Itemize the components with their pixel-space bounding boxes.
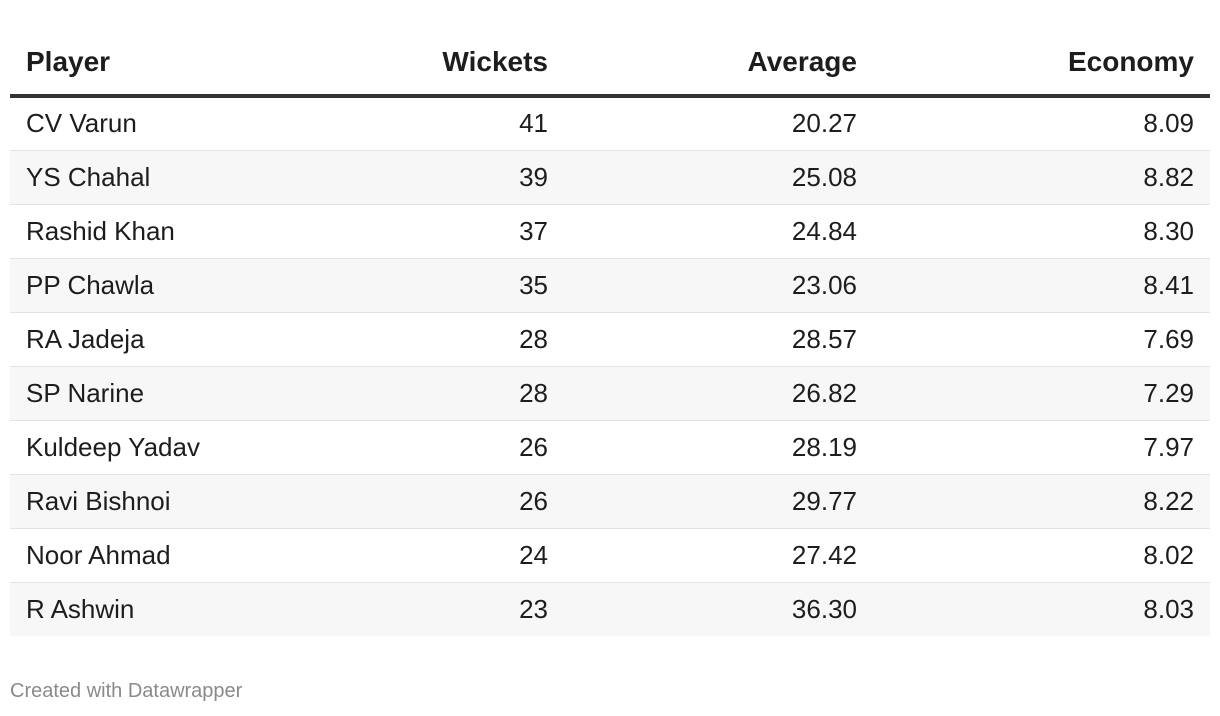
column-header-wickets[interactable]: Wickets [380,30,564,98]
datawrapper-credit: Created with Datawrapper [10,680,243,702]
table-row: CV Varun 41 20.27 8.09 [10,96,1210,151]
cell-player: Noor Ahmad [10,528,380,583]
cell-economy: 8.22 [873,474,1210,529]
cell-average: 28.57 [564,312,873,367]
table-row: YS Chahal 39 25.08 8.82 [10,150,1210,205]
cell-player: Ravi Bishnoi [10,474,380,529]
cell-average: 29.77 [564,474,873,529]
cell-average: 36.30 [564,582,873,636]
cell-player: PP Chawla [10,258,380,313]
cell-average: 20.27 [564,96,873,151]
cell-wickets: 26 [380,474,564,529]
cell-wickets: 35 [380,258,564,313]
table-row: Noor Ahmad 24 27.42 8.02 [10,528,1210,583]
cell-wickets: 41 [380,96,564,151]
header-row: Player Wickets Average Economy [10,30,1210,98]
cell-average: 28.19 [564,420,873,475]
cell-average: 27.42 [564,528,873,583]
cell-wickets: 24 [380,528,564,583]
cell-player: Rashid Khan [10,204,380,259]
table-row: RA Jadeja 28 28.57 7.69 [10,312,1210,367]
cell-economy: 7.69 [873,312,1210,367]
cell-player: YS Chahal [10,150,380,205]
cell-wickets: 26 [380,420,564,475]
cell-average: 25.08 [564,150,873,205]
cell-economy: 8.82 [873,150,1210,205]
cell-player: R Ashwin [10,582,380,636]
cell-average: 26.82 [564,366,873,421]
cell-player: SP Narine [10,366,380,421]
cell-wickets: 28 [380,312,564,367]
cell-economy: 8.09 [873,96,1210,151]
cell-player: CV Varun [10,96,380,151]
cell-economy: 8.41 [873,258,1210,313]
cell-wickets: 39 [380,150,564,205]
cell-economy: 7.29 [873,366,1210,421]
cell-wickets: 28 [380,366,564,421]
column-header-average[interactable]: Average [564,30,873,98]
cell-player: RA Jadeja [10,312,380,367]
table-row: Kuldeep Yadav 26 28.19 7.97 [10,420,1210,475]
cell-economy: 8.03 [873,582,1210,636]
cell-average: 23.06 [564,258,873,313]
table-header: Player Wickets Average Economy [10,30,1210,98]
stats-table-container: Player Wickets Average Economy CV Varun 4… [10,30,1210,636]
column-header-player[interactable]: Player [10,30,380,98]
table-row: Rashid Khan 37 24.84 8.30 [10,204,1210,259]
cell-wickets: 23 [380,582,564,636]
table-row: SP Narine 28 26.82 7.29 [10,366,1210,421]
table-row: R Ashwin 23 36.30 8.03 [10,582,1210,636]
cell-economy: 7.97 [873,420,1210,475]
cell-wickets: 37 [380,204,564,259]
table-row: Ravi Bishnoi 26 29.77 8.22 [10,474,1210,529]
cell-economy: 8.02 [873,528,1210,583]
column-header-economy[interactable]: Economy [873,30,1210,98]
cell-economy: 8.30 [873,204,1210,259]
table-row: PP Chawla 35 23.06 8.41 [10,258,1210,313]
table-body: CV Varun 41 20.27 8.09 YS Chahal 39 25.08 8.82 R… [10,96,1210,636]
bowling-stats-table: Player Wickets Average Economy CV Varun 4… [10,30,1210,636]
cell-average: 24.84 [564,204,873,259]
cell-player: Kuldeep Yadav [10,420,380,475]
